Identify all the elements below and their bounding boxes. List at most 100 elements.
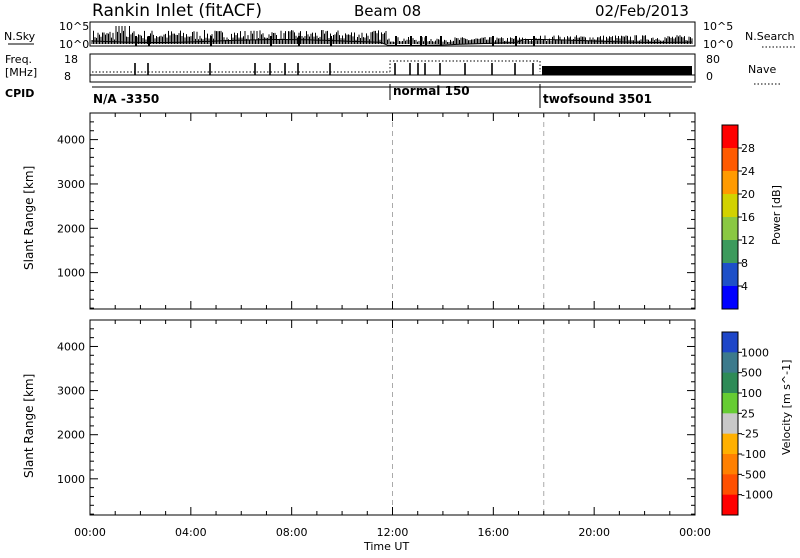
data-patch — [531, 157, 552, 207]
colorbar-tick-label: 500 — [741, 367, 762, 380]
data-patch — [594, 408, 695, 444]
data-patch — [253, 237, 280, 273]
velocity-panel: 1000 2000 3000 4000 Slant Range [km] 1000 50… — [22, 319, 793, 516]
data-patch — [241, 439, 280, 470]
power-vertical-markers — [392, 113, 545, 309]
colorbar-swatch — [722, 171, 738, 195]
x-tick-label: 00:00 — [679, 526, 711, 539]
power-colorbar: 28 24 20 16 12 8 4 — [721, 124, 755, 310]
station-title: Rankin Inlet (fitACF) — [92, 1, 262, 21]
colorbar-tick-label: 1000 — [741, 346, 769, 359]
nsearch-label: N.Search — [745, 30, 795, 43]
x-tick-label: 16:00 — [477, 526, 509, 539]
date-title: 02/Feb/2013 — [595, 2, 689, 20]
data-patch — [304, 425, 317, 453]
colorbar-tick-label: -500 — [741, 468, 766, 481]
data-patch — [631, 443, 695, 470]
freq-label-line1: Freq. — [5, 53, 32, 66]
velocity-vertical-markers — [392, 320, 545, 515]
x-tick-label: 04:00 — [175, 526, 207, 539]
y-tick-label: 3000 — [57, 385, 85, 398]
y-tick-label: 4000 — [57, 340, 85, 353]
x-tick-label: 08:00 — [276, 526, 308, 539]
colorbar-tick-label: 28 — [741, 142, 755, 155]
y-tick-label: 2000 — [57, 222, 85, 235]
data-patch — [568, 342, 620, 382]
velocity-colorbar: 1000 500 100 25 -25 -100 -500 -1000 — [721, 331, 773, 516]
colorbar-swatch — [722, 240, 738, 264]
data-patch — [153, 232, 204, 255]
data-patch — [480, 268, 506, 286]
colorbar-tick-label: 20 — [741, 188, 755, 201]
y-tick-label: 1000 — [57, 267, 85, 280]
colorbar-swatch — [722, 194, 738, 218]
cpid-row: CPID N/A -3350 normal 150 twofsound 3501 — [5, 84, 692, 108]
data-patch — [417, 399, 469, 431]
nave-tick-bottom: 0 — [706, 70, 713, 83]
colorbar-swatch — [722, 413, 738, 435]
data-patch — [374, 161, 393, 220]
power-data — [90, 113, 695, 309]
data-patch — [92, 241, 141, 273]
data-patch — [543, 263, 620, 295]
data-patch — [92, 434, 141, 453]
colorbar-swatch — [722, 148, 738, 172]
data-patch — [493, 206, 532, 242]
beam-title: Beam 08 — [354, 2, 421, 20]
colorbar-tick-label: 25 — [741, 407, 755, 420]
colorbar-swatch — [722, 286, 738, 310]
nsky-tick-top: 10^5 — [59, 20, 89, 33]
colorbar-swatch — [722, 352, 738, 374]
colorbar-tick-label: 16 — [741, 211, 755, 224]
data-patch — [246, 223, 282, 242]
data-patch — [392, 492, 544, 515]
colorbar-swatch — [722, 372, 738, 394]
data-patch — [304, 219, 317, 242]
velocity-y-axis: 1000 2000 3000 4000 — [57, 319, 695, 515]
colorbar-swatch — [722, 494, 738, 516]
data-patch — [178, 434, 222, 462]
velocity-colorbar-label: Velocity [m s^-1] — [780, 360, 793, 455]
data-patch — [97, 219, 237, 229]
data-patch — [90, 506, 217, 512]
freq-tick-bottom: 8 — [64, 70, 71, 83]
data-patch — [153, 297, 242, 304]
colorbar-tick-label: 24 — [741, 165, 755, 178]
data-patch — [568, 139, 620, 176]
nsky-trace — [91, 26, 693, 46]
y-tick-label: 3000 — [57, 178, 85, 191]
data-patch — [543, 294, 695, 309]
x-tick-label: 12:00 — [377, 526, 409, 539]
colorbar-swatch — [722, 263, 738, 287]
colorbar-swatch — [722, 393, 738, 414]
y-tick-label: 4000 — [57, 134, 85, 147]
data-patch — [90, 456, 237, 479]
colorbar-swatch — [722, 125, 738, 149]
data-patch — [493, 456, 544, 479]
nsearch-tick-bottom: 10^0 — [703, 38, 733, 51]
velocity-data — [90, 320, 695, 515]
power-ylabel: Slant Range [km] — [22, 166, 36, 270]
colorbar-swatch — [722, 433, 738, 455]
data-patch — [253, 372, 272, 426]
nsearch-trace — [91, 39, 693, 46]
cpid-label: CPID — [5, 87, 34, 100]
power-panel: 1000 2000 3000 4000 Slant Range [km] 28 24 20… — [22, 112, 783, 310]
nsky-tick-bottom: 10^0 — [59, 38, 89, 51]
colorbar-tick-label: 12 — [741, 234, 755, 247]
colorbar-swatch — [722, 474, 738, 496]
colorbar-tick-label: 4 — [741, 280, 748, 293]
data-patch — [90, 503, 393, 515]
freq-panel: Freq. [MHz] 18 8 80 0 Nave — [5, 53, 780, 85]
cpid-segment-2: normal 150 — [393, 84, 470, 98]
data-patch — [90, 268, 237, 282]
x-axis-label: Time UT — [363, 540, 409, 553]
data-patch — [241, 175, 292, 215]
colorbar-tick-label: 8 — [741, 257, 748, 270]
power-colorbar-label: Power [dB] — [770, 185, 783, 245]
data-patch — [400, 425, 456, 466]
data-patch — [505, 263, 544, 291]
nsky-panel: N.Sky 10^5 10^0 N.Search 10^5 10^0 — [4, 20, 796, 51]
